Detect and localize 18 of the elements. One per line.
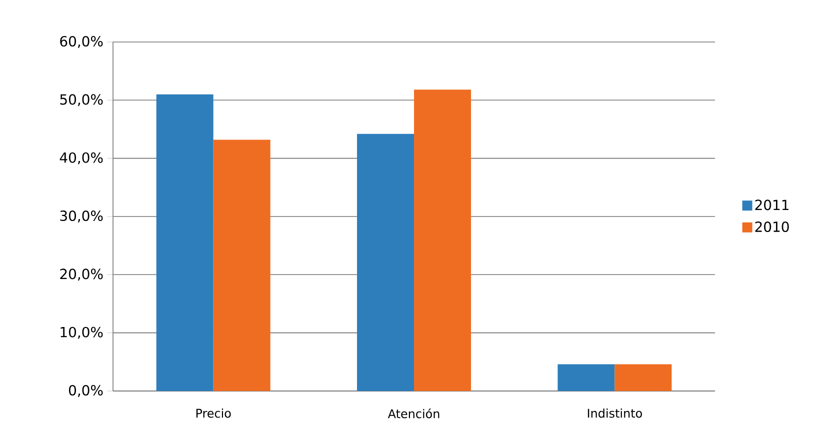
bar <box>357 134 414 391</box>
x-tick-label: Indistinto <box>588 408 642 418</box>
bar <box>156 94 214 391</box>
y-tick-label: 20,0% <box>60 268 103 281</box>
bar <box>213 140 270 391</box>
y-tick-label: 50,0% <box>60 94 103 106</box>
legend-label: 2011 <box>755 200 788 210</box>
bar <box>414 90 472 391</box>
legend-label: 2010 <box>755 221 789 232</box>
y-tick-label: 40,0% <box>60 152 103 164</box>
x-tick-label: Atención <box>388 408 440 418</box>
bar <box>558 364 615 391</box>
bar <box>614 364 672 391</box>
y-tick-label: 30,0% <box>60 210 103 222</box>
y-tick-label: 60,0% <box>60 36 103 48</box>
y-tick-label: 0,0% <box>68 384 103 397</box>
y-tick-label: 10,0% <box>60 326 103 339</box>
x-tick-label: Precio <box>196 408 231 418</box>
